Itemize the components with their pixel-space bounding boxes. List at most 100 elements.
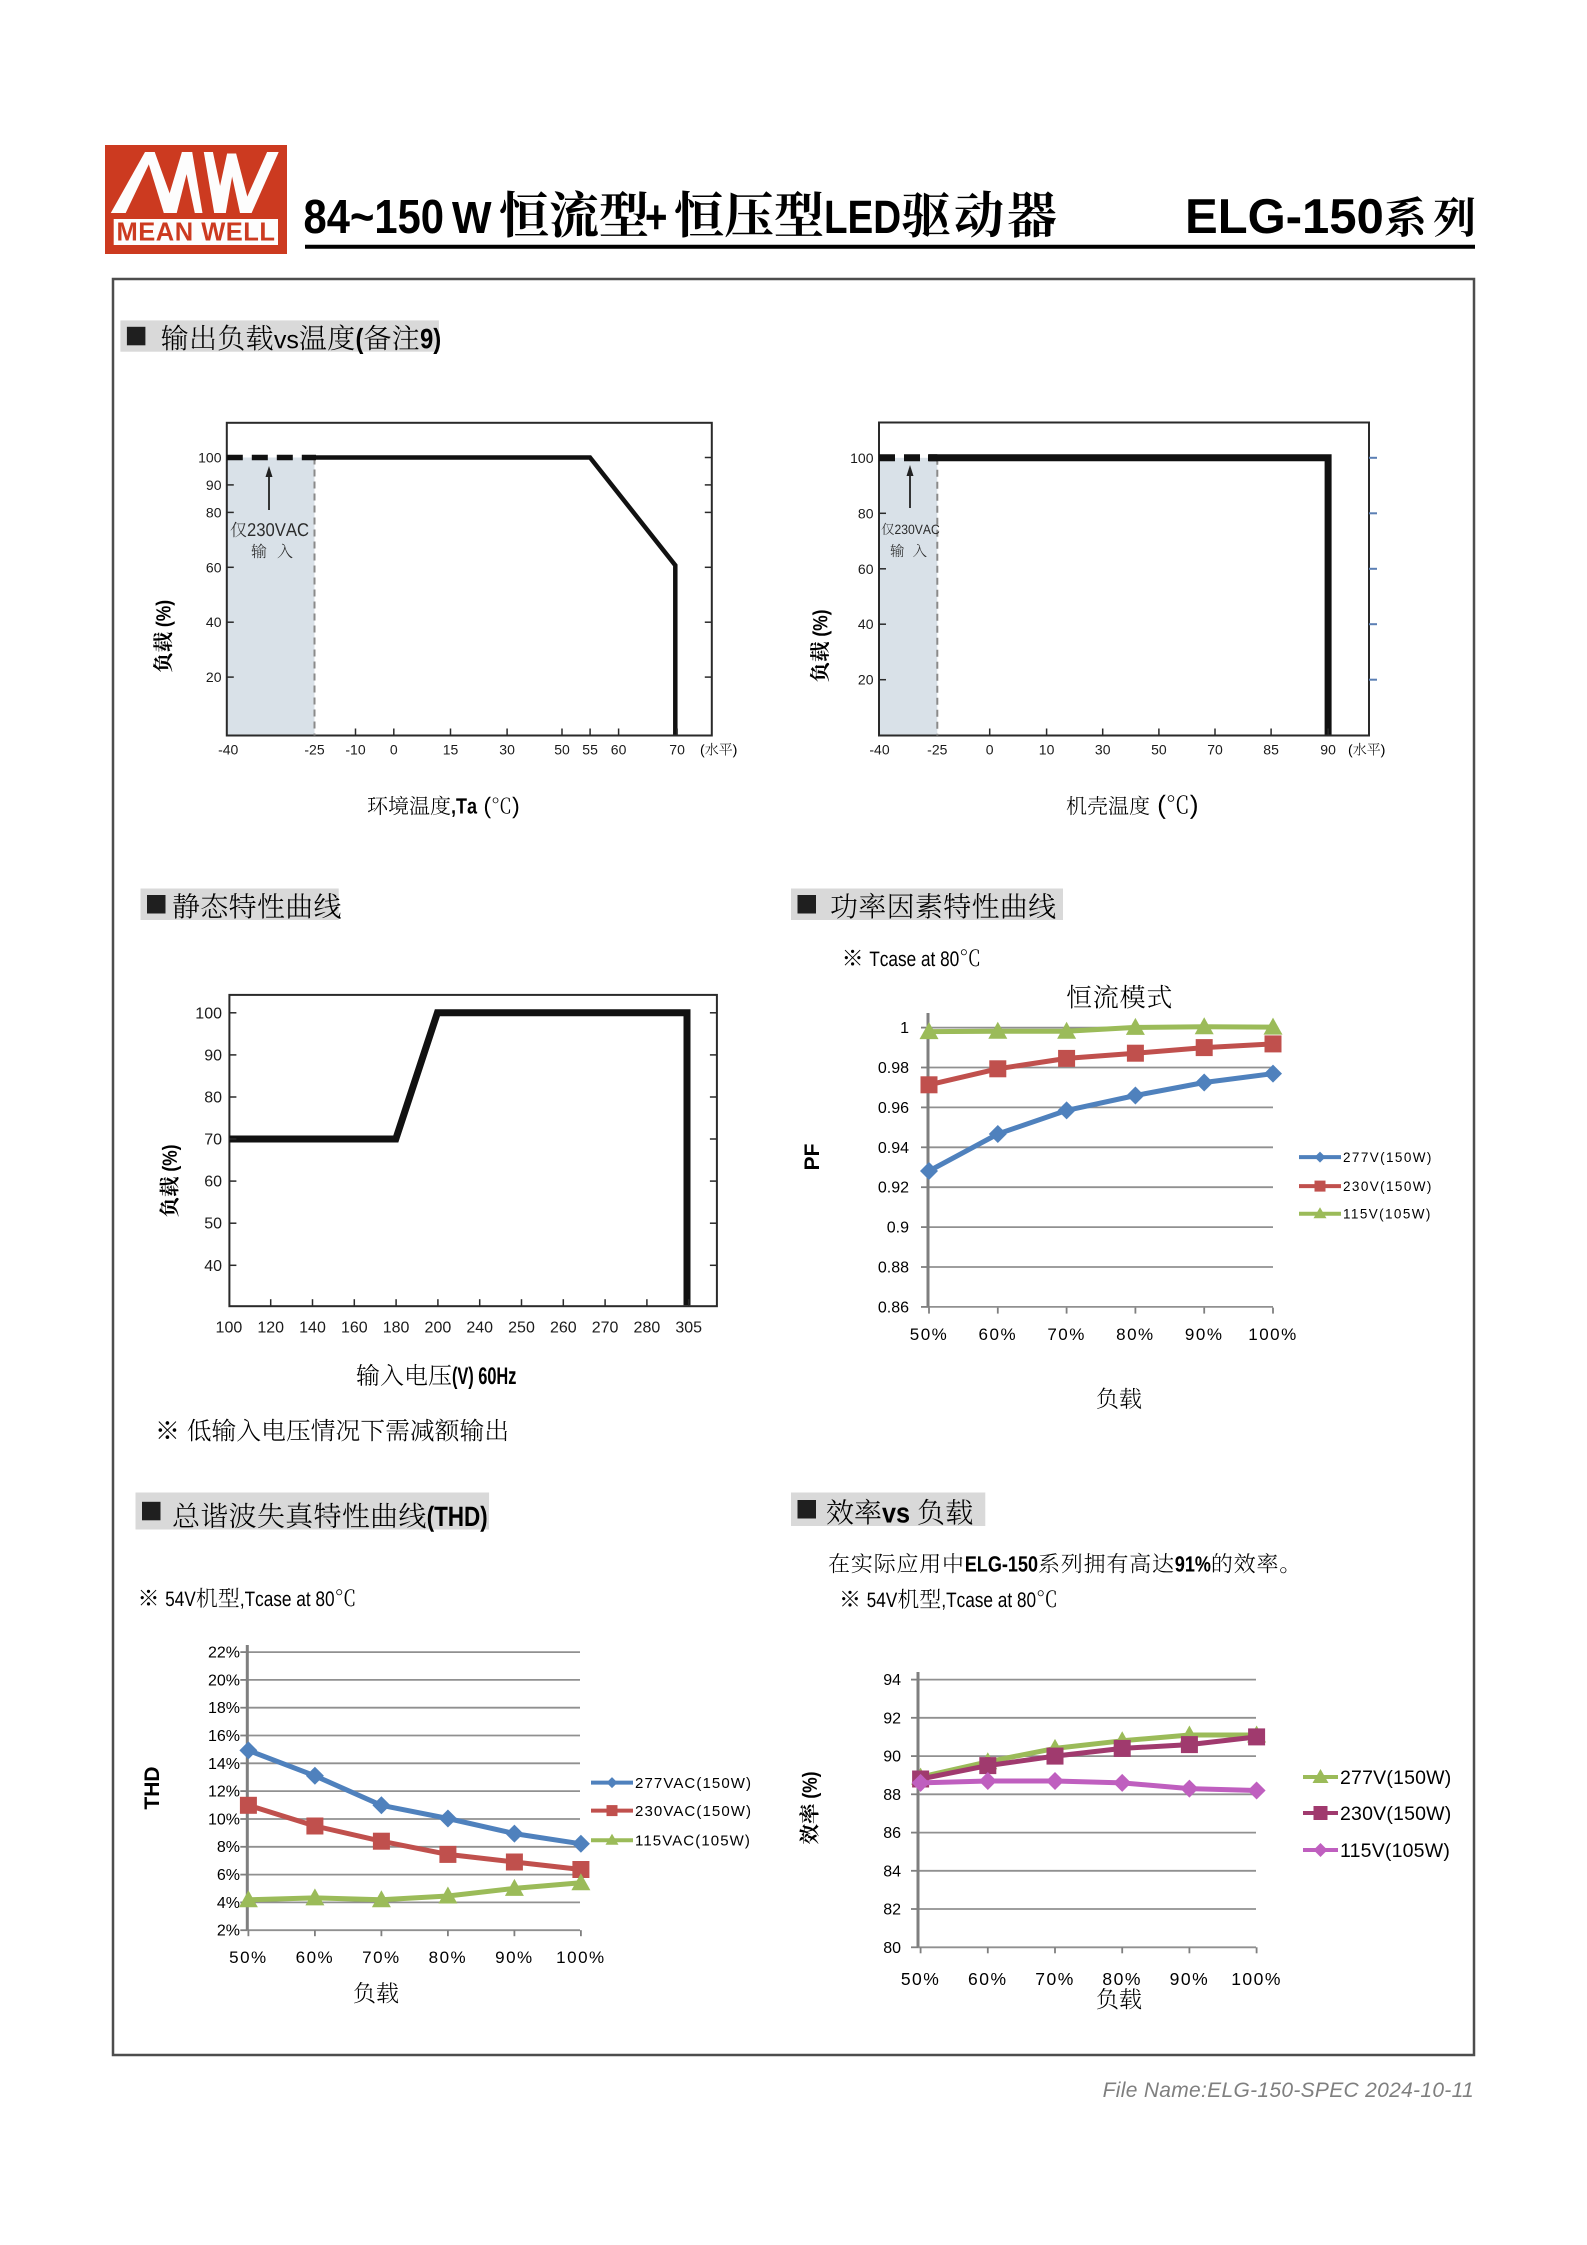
svg-text:84: 84 — [883, 1863, 901, 1880]
svg-text:30: 30 — [499, 742, 515, 758]
svg-text:0: 0 — [986, 742, 994, 758]
svg-text:-25: -25 — [304, 742, 324, 758]
svg-text:70%: 70% — [362, 1948, 401, 1967]
svg-text:22%: 22% — [208, 1645, 240, 1662]
svg-text:4%: 4% — [217, 1895, 240, 1912]
svg-text:0.92: 0.92 — [878, 1180, 909, 1197]
svg-text:80: 80 — [858, 505, 874, 521]
svg-text:277V(150W): 277V(150W) — [1340, 1767, 1451, 1789]
svg-text:230VAC(150W): 230VAC(150W) — [635, 1803, 752, 1820]
svg-text:200: 200 — [425, 1320, 452, 1337]
svg-text:115V(105W): 115V(105W) — [1343, 1207, 1432, 1222]
svg-text:50: 50 — [554, 742, 570, 758]
svg-text:90: 90 — [204, 1047, 222, 1064]
svg-text:MEAN WELL: MEAN WELL — [117, 219, 276, 247]
svg-text:-40: -40 — [218, 742, 238, 758]
svg-text:File Name:ELG-150-SPEC 2024-1: File Name:ELG-150-SPEC 2024-10-11 — [1103, 2079, 1474, 2102]
svg-text:80: 80 — [883, 1940, 901, 1957]
svg-text:50: 50 — [204, 1216, 222, 1233]
svg-text:60: 60 — [204, 1174, 222, 1191]
svg-text:85: 85 — [1263, 742, 1279, 758]
svg-text:260: 260 — [550, 1320, 577, 1337]
svg-text:80: 80 — [206, 504, 222, 520]
svg-text:60: 60 — [206, 559, 222, 575]
svg-text:140: 140 — [299, 1320, 326, 1337]
svg-text:30: 30 — [1095, 742, 1111, 758]
svg-text:60%: 60% — [968, 1969, 1008, 1989]
svg-text:90: 90 — [1320, 742, 1336, 758]
svg-text:40: 40 — [204, 1258, 222, 1275]
svg-text:70: 70 — [1207, 742, 1223, 758]
svg-text:280: 280 — [634, 1320, 661, 1337]
svg-text:277VAC(150W): 277VAC(150W) — [635, 1775, 752, 1792]
svg-text:15: 15 — [443, 742, 459, 758]
svg-text:80: 80 — [204, 1090, 222, 1107]
svg-text:90: 90 — [206, 477, 222, 493]
svg-text:12%: 12% — [208, 1784, 240, 1801]
svg-text:277V(150W): 277V(150W) — [1343, 1150, 1433, 1165]
svg-text:86: 86 — [883, 1825, 901, 1842]
svg-text:94: 94 — [883, 1672, 901, 1689]
svg-text:80%: 80% — [1102, 1969, 1142, 1989]
svg-text:PF: PF — [801, 1143, 824, 1170]
svg-text:40: 40 — [858, 616, 874, 632]
svg-text:80%: 80% — [429, 1948, 468, 1967]
svg-text:250: 250 — [508, 1320, 535, 1337]
svg-text:270: 270 — [592, 1320, 619, 1337]
svg-text:92: 92 — [883, 1710, 901, 1727]
svg-text:60%: 60% — [979, 1325, 1018, 1344]
svg-text:100%: 100% — [1231, 1969, 1282, 1989]
svg-text:20: 20 — [206, 669, 222, 685]
svg-text:180: 180 — [383, 1320, 410, 1337]
svg-text:90%: 90% — [1185, 1325, 1224, 1344]
svg-text:0.96: 0.96 — [878, 1100, 909, 1117]
svg-text:6%: 6% — [217, 1867, 240, 1884]
svg-text:10: 10 — [1039, 742, 1055, 758]
svg-text:240: 240 — [466, 1320, 493, 1337]
svg-text:115VAC(105W): 115VAC(105W) — [635, 1833, 751, 1850]
svg-text:230V(150W): 230V(150W) — [1340, 1803, 1451, 1825]
svg-text:0.86: 0.86 — [878, 1299, 909, 1316]
svg-text:70%: 70% — [1035, 1969, 1075, 1989]
svg-text:60: 60 — [858, 561, 874, 577]
svg-text:115V(105W): 115V(105W) — [1340, 1840, 1450, 1862]
svg-text:120: 120 — [257, 1320, 284, 1337]
svg-text:20%: 20% — [208, 1672, 240, 1689]
svg-text:20: 20 — [858, 672, 874, 688]
svg-text:0.94: 0.94 — [878, 1140, 909, 1157]
svg-text:100%: 100% — [1248, 1325, 1297, 1344]
svg-text:50%: 50% — [910, 1325, 949, 1344]
svg-text:82: 82 — [883, 1902, 901, 1919]
svg-text:70: 70 — [204, 1132, 222, 1149]
svg-text:230V(150W): 230V(150W) — [1343, 1179, 1433, 1194]
svg-text:50%: 50% — [901, 1969, 941, 1989]
svg-text:70%: 70% — [1047, 1325, 1086, 1344]
svg-text:90%: 90% — [495, 1948, 534, 1967]
svg-text:16%: 16% — [208, 1728, 240, 1745]
svg-text:80%: 80% — [1116, 1325, 1155, 1344]
svg-text:0.9: 0.9 — [887, 1220, 909, 1237]
svg-text:-40: -40 — [869, 742, 889, 758]
svg-text:70: 70 — [669, 742, 685, 758]
svg-text:90: 90 — [883, 1749, 901, 1766]
svg-text:18%: 18% — [208, 1700, 240, 1717]
svg-text:100: 100 — [195, 1005, 222, 1022]
svg-text:10%: 10% — [208, 1811, 240, 1828]
svg-text:88: 88 — [883, 1787, 901, 1804]
svg-text:-10: -10 — [345, 742, 365, 758]
svg-text:160: 160 — [341, 1320, 368, 1337]
svg-text:100: 100 — [216, 1320, 243, 1337]
svg-text:100: 100 — [198, 450, 222, 466]
svg-text:1: 1 — [900, 1020, 909, 1037]
svg-text:0: 0 — [390, 742, 398, 758]
svg-text:0.98: 0.98 — [878, 1060, 909, 1077]
svg-text:50%: 50% — [229, 1948, 268, 1967]
svg-text:60%: 60% — [296, 1948, 335, 1967]
svg-text:90%: 90% — [1170, 1969, 1210, 1989]
svg-text:100%: 100% — [556, 1948, 605, 1967]
svg-text:THD: THD — [141, 1766, 164, 1809]
svg-text:40: 40 — [206, 614, 222, 630]
svg-text:-25: -25 — [927, 742, 947, 758]
svg-text:2%: 2% — [217, 1923, 240, 1940]
svg-text:0.88: 0.88 — [878, 1260, 909, 1277]
